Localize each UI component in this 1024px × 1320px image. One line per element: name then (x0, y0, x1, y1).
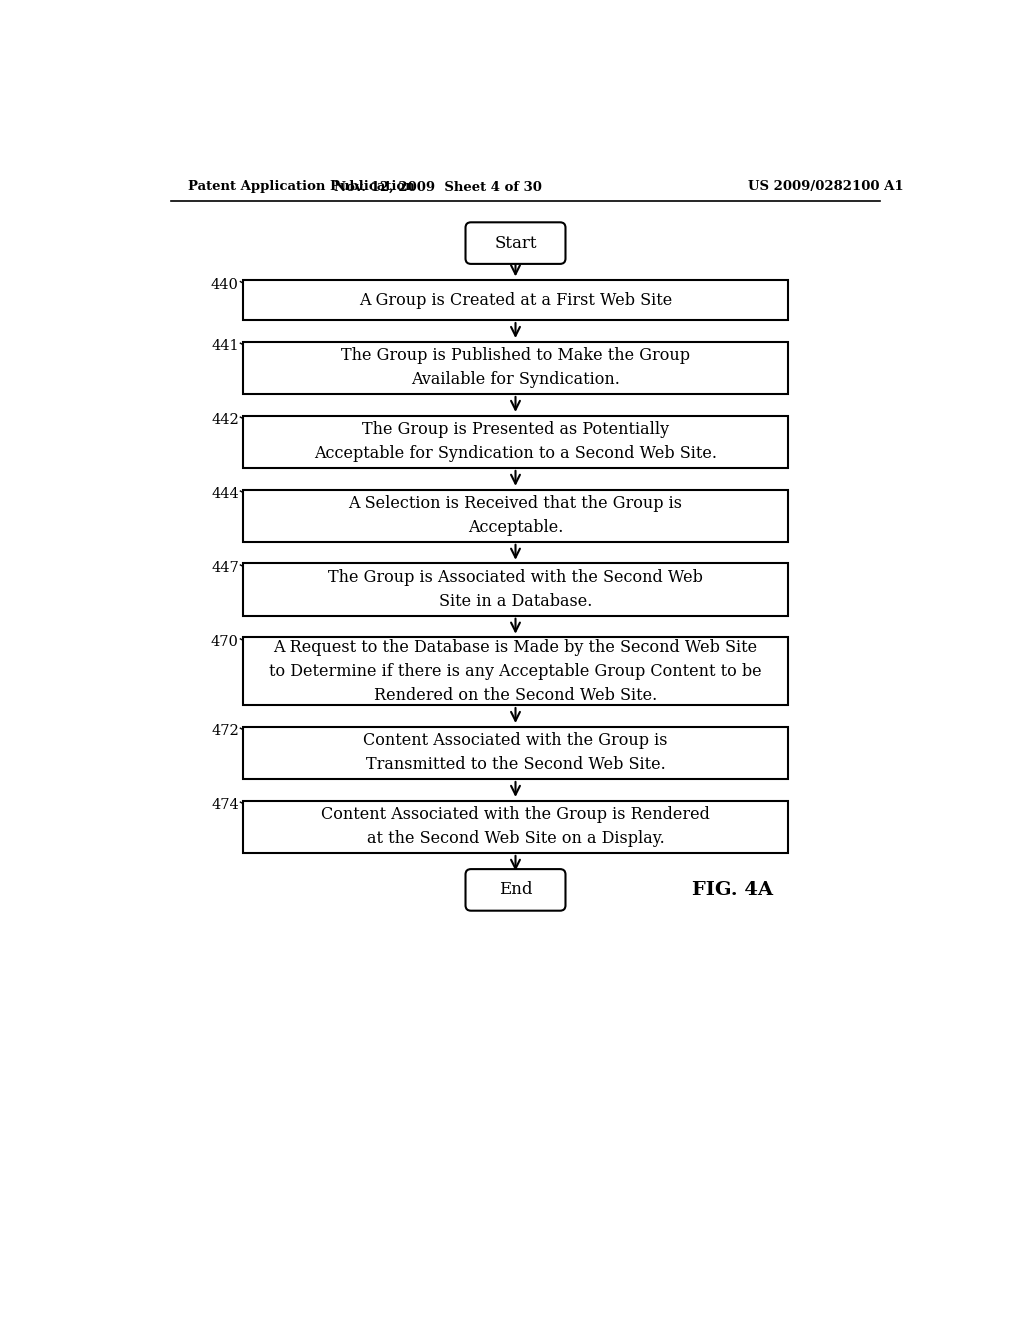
Text: 444: 444 (211, 487, 239, 502)
Text: A Group is Created at a First Web Site: A Group is Created at a First Web Site (358, 292, 672, 309)
FancyBboxPatch shape (243, 564, 788, 615)
Text: The Group is Published to Make the Group
Available for Syndication.: The Group is Published to Make the Group… (341, 347, 690, 388)
FancyBboxPatch shape (243, 342, 788, 395)
FancyBboxPatch shape (243, 280, 788, 321)
Text: Start: Start (495, 235, 537, 252)
Text: Nov. 12, 2009  Sheet 4 of 30: Nov. 12, 2009 Sheet 4 of 30 (334, 181, 542, 194)
Text: A Selection is Received that the Group is
Acceptable.: A Selection is Received that the Group i… (348, 495, 683, 536)
FancyBboxPatch shape (243, 800, 788, 853)
FancyBboxPatch shape (466, 869, 565, 911)
FancyBboxPatch shape (243, 490, 788, 543)
FancyBboxPatch shape (243, 726, 788, 779)
Text: US 2009/0282100 A1: US 2009/0282100 A1 (748, 181, 903, 194)
Text: Content Associated with the Group is
Transmitted to the Second Web Site.: Content Associated with the Group is Tra… (364, 733, 668, 774)
Text: 440: 440 (211, 277, 239, 292)
FancyBboxPatch shape (466, 222, 565, 264)
Text: FIG. 4A: FIG. 4A (692, 880, 773, 899)
Text: The Group is Presented as Potentially
Acceptable for Syndication to a Second Web: The Group is Presented as Potentially Ac… (314, 421, 717, 462)
Text: 474: 474 (211, 799, 239, 812)
Text: A Request to the Database is Made by the Second Web Site
to Determine if there i: A Request to the Database is Made by the… (269, 639, 762, 704)
Text: 447: 447 (211, 561, 239, 576)
Text: 442: 442 (211, 413, 239, 428)
Text: End: End (499, 882, 532, 899)
FancyBboxPatch shape (243, 638, 788, 705)
Text: Patent Application Publication: Patent Application Publication (188, 181, 415, 194)
Text: 472: 472 (211, 725, 239, 738)
Text: 441: 441 (211, 339, 239, 354)
Text: 470: 470 (211, 635, 239, 649)
Text: Content Associated with the Group is Rendered
at the Second Web Site on a Displa: Content Associated with the Group is Ren… (322, 807, 710, 847)
FancyBboxPatch shape (243, 416, 788, 469)
Text: The Group is Associated with the Second Web
Site in a Database.: The Group is Associated with the Second … (328, 569, 702, 610)
